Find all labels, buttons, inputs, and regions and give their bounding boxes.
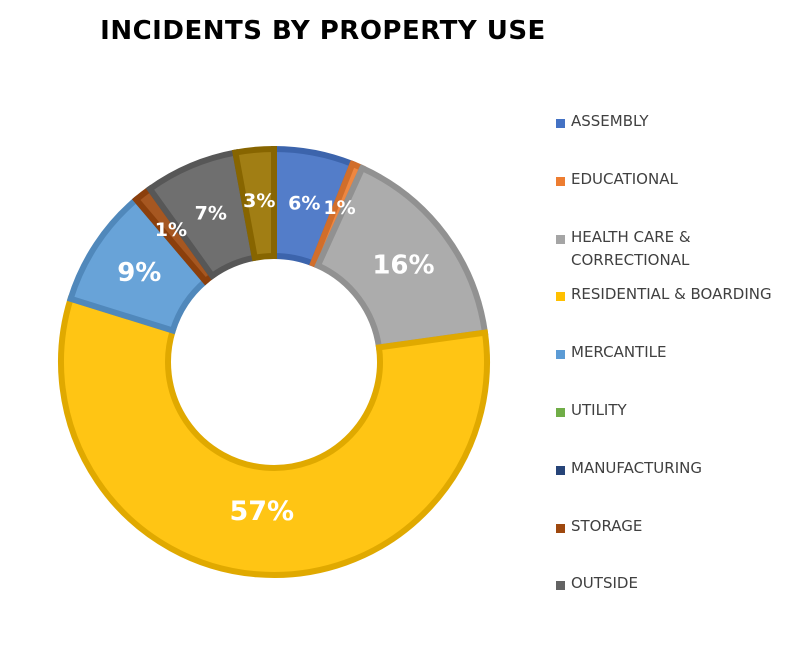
legend-swatch xyxy=(556,466,565,475)
legend-swatch xyxy=(556,177,565,186)
legend-label: ASSEMBLY xyxy=(571,110,649,133)
legend-item-storage: STORAGE xyxy=(556,517,642,538)
legend-swatch xyxy=(556,235,565,244)
slice-label-health-care-and-correctional: 16% xyxy=(372,250,434,280)
legend: ASSEMBLY EDUCATIONAL HEALTH CARE & CORRECTI… xyxy=(556,0,791,667)
legend-label-line: HEALTH CARE & xyxy=(571,228,691,246)
slice-series-9 xyxy=(231,145,277,262)
slice-health-care-and-correctional xyxy=(313,164,489,351)
legend-item-mercantile: MERCANTILE xyxy=(556,343,666,364)
legend-item-educational: EDUCATIONAL xyxy=(556,170,678,191)
legend-swatch xyxy=(556,292,565,301)
slice-label-mercantile: 9% xyxy=(117,258,161,288)
legend-label: UTILITY xyxy=(571,399,627,422)
slice-label-educational: 1% xyxy=(323,197,355,219)
legend-swatch xyxy=(556,119,565,128)
legend-label: MERCANTILE xyxy=(571,341,666,364)
legend-swatch xyxy=(556,524,565,533)
legend-label: HEALTH CARE & CORRECTIONAL xyxy=(571,226,691,272)
legend-label: EDUCATIONAL xyxy=(571,168,678,191)
legend-item-assembly: ASSEMBLY xyxy=(556,112,649,133)
legend-swatch xyxy=(556,581,565,590)
legend-label-line: UTILITY xyxy=(571,401,627,419)
legend-label-line: RESIDENTIAL & BOARDING xyxy=(571,285,772,303)
legend-label-line: CORRECTIONAL xyxy=(571,251,690,269)
legend-label: MANUFACTURING xyxy=(571,457,702,480)
slice-label-outside: 7% xyxy=(195,202,227,224)
legend-label-line: ASSEMBLY xyxy=(571,112,649,130)
legend-label-line: STORAGE xyxy=(571,517,643,535)
legend-label-line: OUTSIDE xyxy=(571,574,638,592)
chart-title: INCIDENTS BY PROPERTY USE xyxy=(100,16,546,46)
legend-label: RESIDENTIAL & BOARDING xyxy=(571,283,772,306)
legend-label: OUTSIDE xyxy=(571,572,638,595)
slice-label-assembly: 6% xyxy=(288,192,320,214)
legend-item-utility: UTILITY xyxy=(556,401,627,422)
legend-item-residential-and-boarding: RESIDENTIAL & BOARDING xyxy=(556,285,772,306)
legend-label-line: MERCANTILE xyxy=(571,343,667,361)
slice-label-storage: 1% xyxy=(155,219,187,241)
slice-label-residential-and-boarding: 57% xyxy=(229,496,294,527)
legend-label: STORAGE xyxy=(571,515,642,538)
legend-item-health-care-and-correctional: HEALTH CARE & CORRECTIONAL xyxy=(556,228,691,272)
legend-item-manufacturing: MANUFACTURING xyxy=(556,459,702,480)
slice-label-series-9: 3% xyxy=(243,190,275,212)
legend-swatch xyxy=(556,350,565,359)
legend-label-line: EDUCATIONAL xyxy=(571,170,678,188)
legend-label-line: MANUFACTURING xyxy=(571,459,702,477)
legend-swatch xyxy=(556,408,565,417)
legend-item-outside: OUTSIDE xyxy=(556,574,638,595)
slice-residential-and-boarding xyxy=(58,294,490,578)
